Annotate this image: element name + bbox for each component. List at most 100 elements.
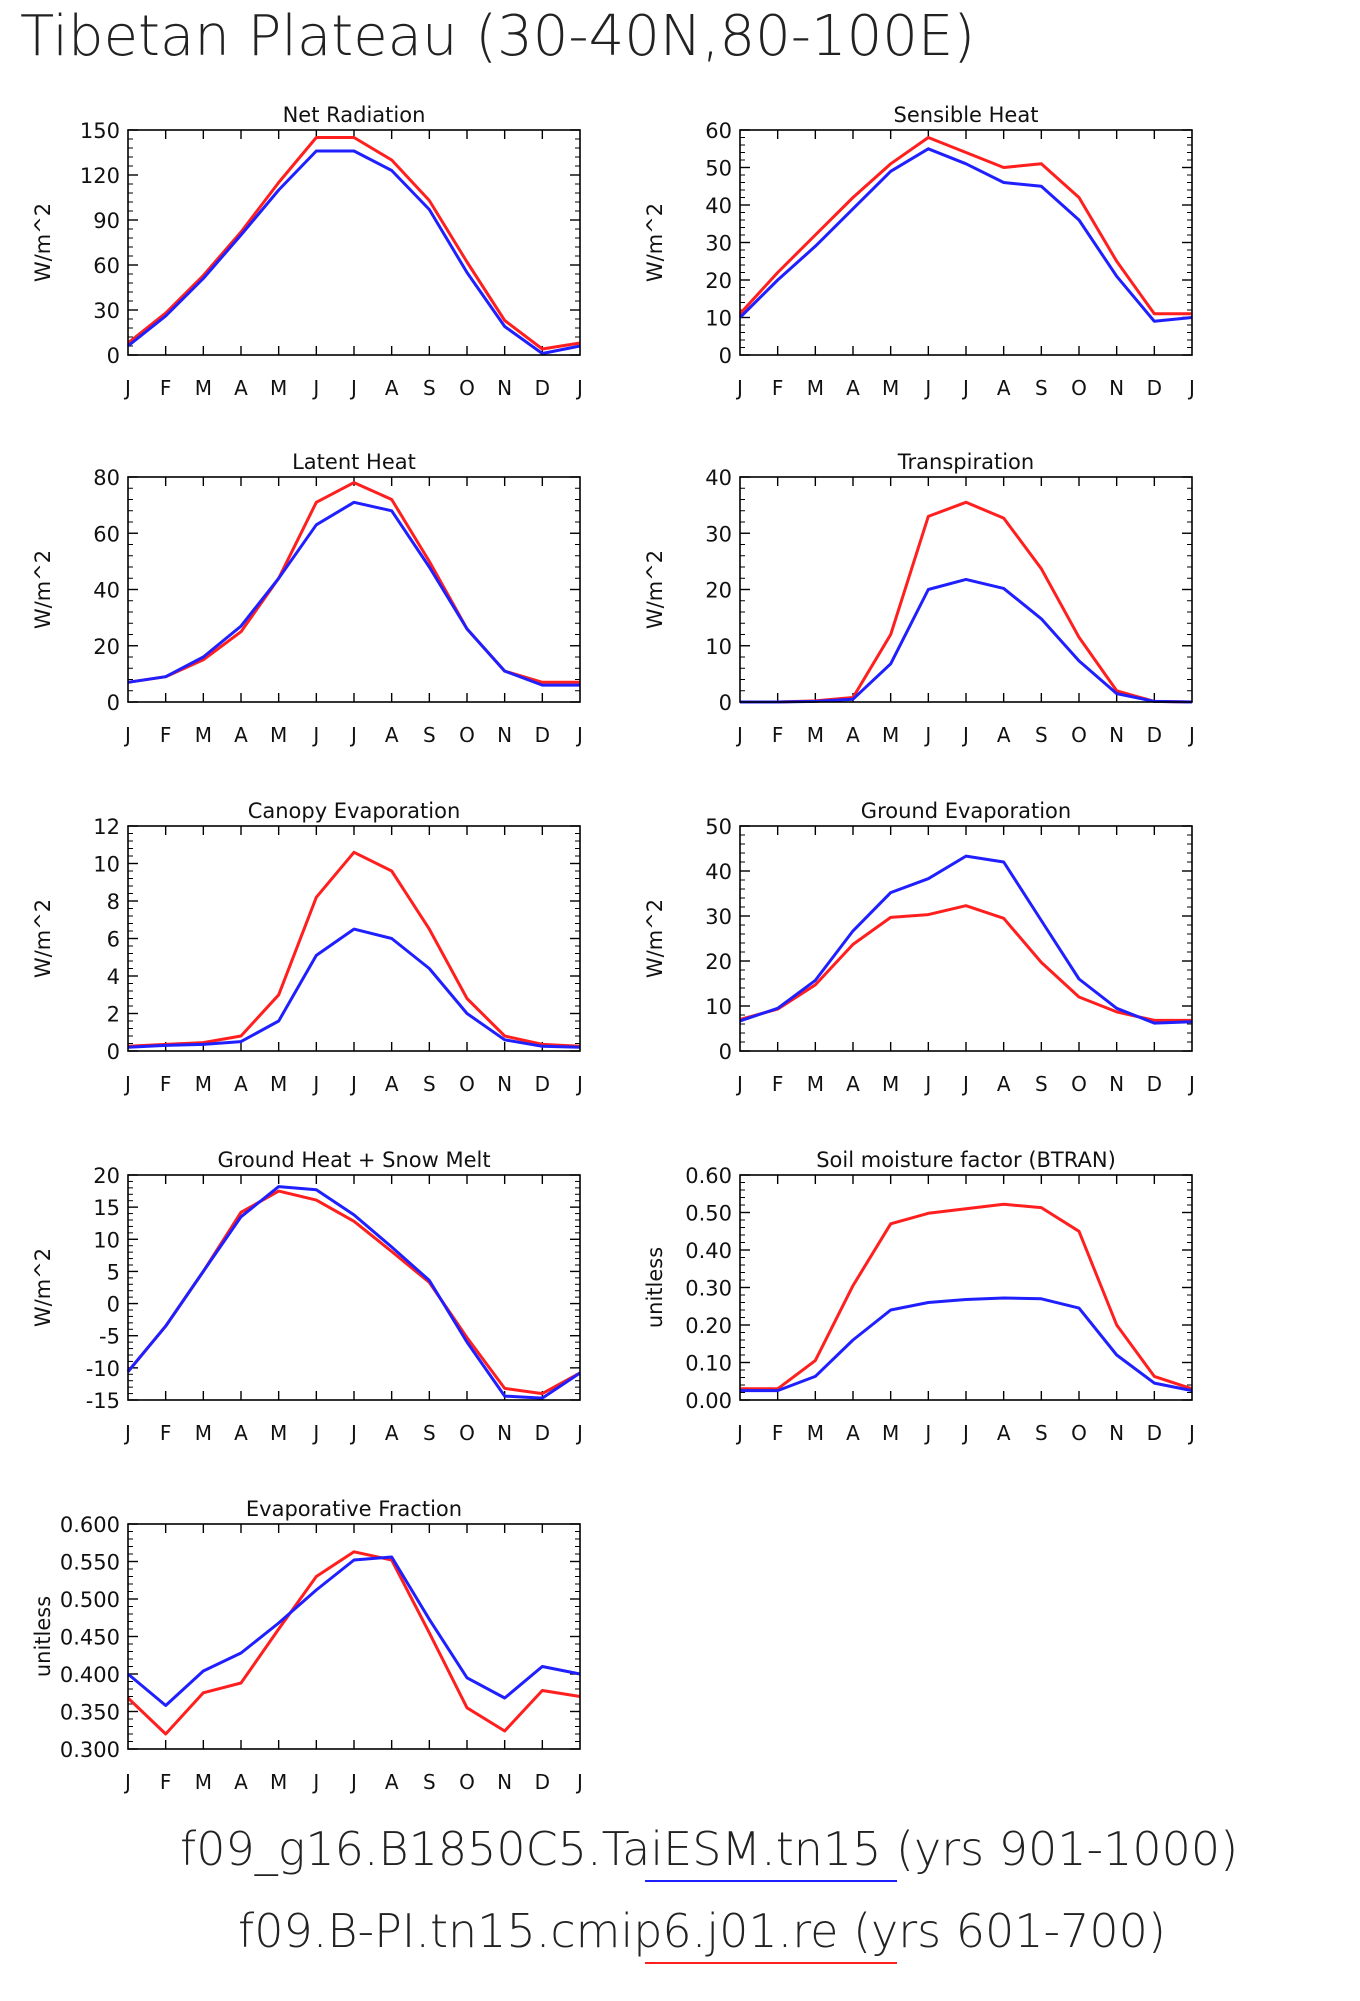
legend-entry-cmip6: f09.B-PI.tn15.cmip6.j01.re (yrs 601-700) [238, 1904, 1166, 1958]
y-tick-label: 0.300 [60, 1738, 120, 1762]
x-tick-label: J [735, 1072, 743, 1096]
x-tick-label: F [772, 376, 784, 400]
y-tick-label: 15 [93, 1196, 120, 1220]
y-tick-label: 30 [705, 522, 732, 546]
y-tick-label: 0 [107, 691, 120, 715]
x-tick-label: J [311, 376, 319, 400]
y-tick-label: 0 [107, 344, 120, 368]
x-tick-label: J [1187, 376, 1195, 400]
x-tick-label: J [961, 1421, 969, 1445]
y-tick-label: 0 [719, 691, 732, 715]
x-tick-label: M [270, 1770, 287, 1794]
x-tick-label: J [123, 1770, 131, 1794]
x-tick-label: J [349, 376, 357, 400]
plot-frame [739, 129, 1193, 356]
x-tick-label: O [1071, 1072, 1087, 1096]
series-line-red [126, 1550, 581, 1736]
y-tick-label: 0.00 [685, 1389, 732, 1413]
x-tick-label: M [195, 723, 212, 747]
x-tick-label: J [1187, 723, 1195, 747]
y-axis-label: unitless [31, 1596, 55, 1677]
figure-title: Tibetan Plateau (30-40N,80-100E) [20, 4, 975, 69]
y-axis-label: W/m^2 [643, 550, 667, 629]
y-tick-label: 0.600 [60, 1513, 120, 1537]
y-axis-label: W/m^2 [31, 203, 55, 282]
x-tick-label: O [1071, 1421, 1087, 1445]
y-axis-label: W/m^2 [31, 899, 55, 978]
x-tick-label: A [385, 723, 399, 747]
x-tick-label: D [1147, 723, 1162, 747]
x-tick-label: N [497, 723, 512, 747]
x-tick-label: J [575, 1072, 583, 1096]
series-line-blue [739, 854, 1193, 1025]
x-tick-label: M [807, 1072, 824, 1096]
y-tick-label: 12 [93, 815, 120, 839]
x-tick-label: O [459, 1072, 475, 1096]
panel-soil-moisture-factor-btran: Soil moisture factor (BTRAN) unitless 0.00… [643, 1148, 1195, 1445]
y-axis-label: W/m^2 [643, 203, 667, 282]
x-tick-label: O [459, 1770, 475, 1794]
x-tick-label: O [459, 723, 475, 747]
y-tick-label: 60 [93, 254, 120, 278]
y-axis-label: W/m^2 [31, 550, 55, 629]
y-tick-label: -10 [86, 1357, 120, 1381]
x-tick-label: O [1071, 376, 1087, 400]
x-tick-label: J [923, 376, 931, 400]
series-line-red [127, 850, 581, 1048]
y-tick-label: 30 [705, 232, 732, 256]
y-tick-label: 0.30 [685, 1277, 732, 1301]
x-tick-label: J [123, 376, 131, 400]
x-tick-label: A [997, 1421, 1011, 1445]
series-line-red [126, 1189, 581, 1396]
x-tick-label: S [423, 1770, 436, 1794]
x-tick-label: J [123, 1421, 131, 1445]
x-tick-label: J [961, 723, 969, 747]
x-tick-label: M [195, 376, 212, 400]
y-tick-label: -15 [86, 1389, 120, 1413]
panel-title: Sensible Heat [894, 103, 1039, 127]
x-tick-label: J [311, 1421, 319, 1445]
x-tick-label: S [423, 723, 436, 747]
x-tick-label: F [160, 1770, 172, 1794]
x-tick-label: J [349, 1072, 357, 1096]
x-tick-label: J [961, 1072, 969, 1096]
y-tick-label: 0 [107, 1040, 120, 1064]
y-tick-label: 20 [705, 950, 732, 974]
x-tick-label: S [1035, 723, 1048, 747]
y-tick-label: 0.10 [685, 1352, 732, 1376]
x-tick-label: J [311, 723, 319, 747]
plot-frame [739, 1174, 1193, 1401]
panel-ground-heat-snow-melt: Ground Heat + Snow Melt W/m^2 -15 -10 -5 0 5 10… [31, 1148, 583, 1445]
x-tick-label: S [1035, 376, 1048, 400]
y-tick-label: 20 [705, 269, 732, 293]
plot-frame [127, 825, 581, 1052]
x-tick-label: D [1147, 376, 1162, 400]
x-tick-label: A [234, 1770, 248, 1794]
x-tick-label: J [349, 723, 357, 747]
panel-title: Latent Heat [292, 450, 416, 474]
x-tick-label: N [497, 1072, 512, 1096]
x-tick-label: J [349, 1421, 357, 1445]
legend-swatch-cmip6 [645, 1962, 897, 1964]
y-axis-label: W/m^2 [31, 1248, 55, 1327]
x-tick-label: D [1147, 1421, 1162, 1445]
series-line-red [738, 136, 1192, 316]
x-tick-label: D [535, 376, 550, 400]
y-tick-label: 0.40 [685, 1239, 732, 1263]
y-tick-label: 10 [705, 307, 732, 331]
series-line-red [127, 481, 580, 684]
x-tick-label: A [234, 376, 248, 400]
x-tick-label: M [882, 376, 899, 400]
x-tick-label: N [1109, 1421, 1124, 1445]
x-tick-label: N [497, 1770, 512, 1794]
y-tick-label: 0.500 [60, 1588, 120, 1612]
x-tick-label: J [735, 723, 743, 747]
x-tick-label: M [270, 1421, 287, 1445]
x-tick-label: M [807, 376, 824, 400]
x-tick-label: J [1187, 1072, 1195, 1096]
series-line-blue [127, 927, 581, 1049]
